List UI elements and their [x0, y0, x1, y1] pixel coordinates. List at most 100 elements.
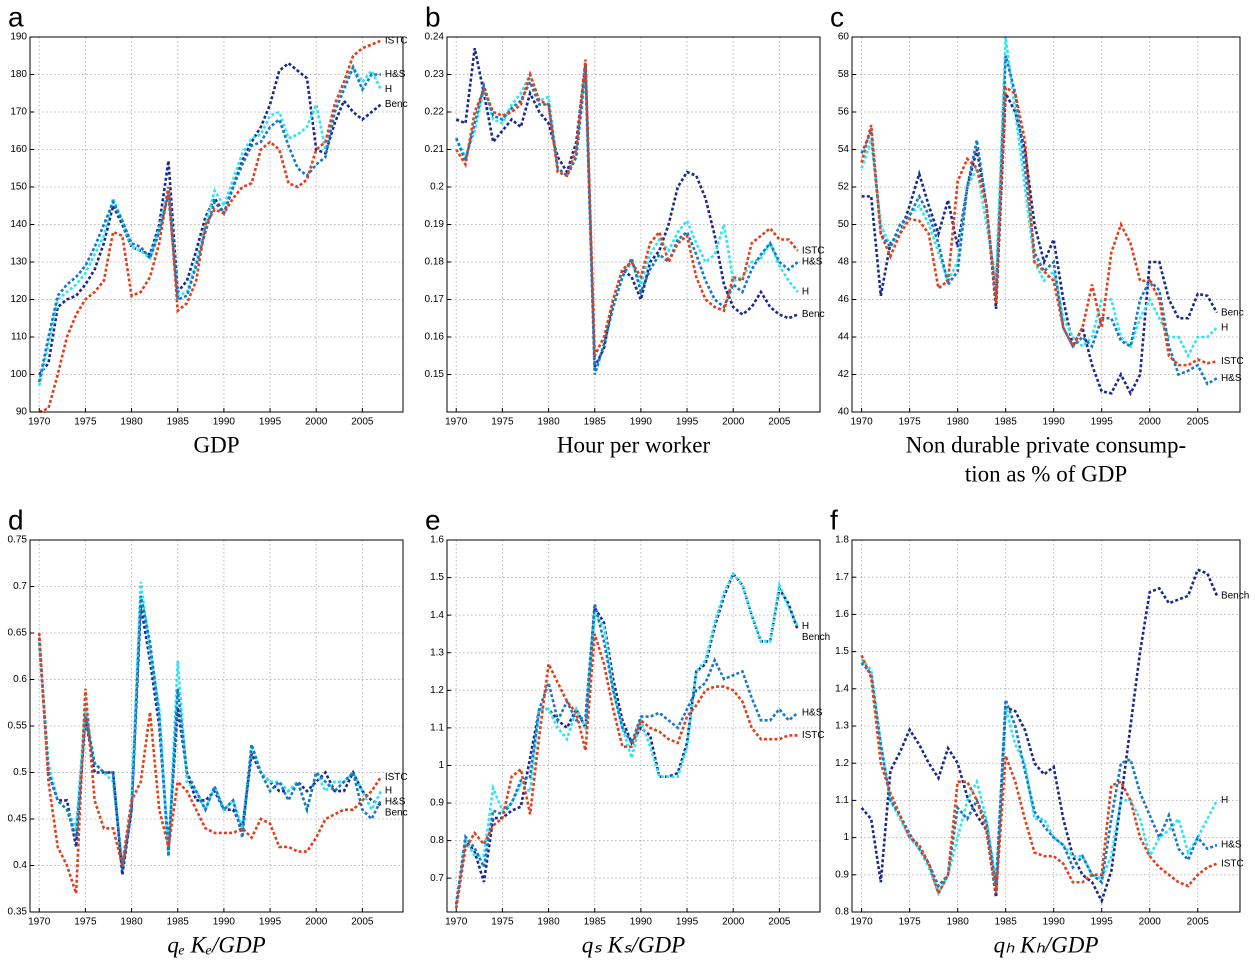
x-tick-label: 1980: [537, 917, 560, 928]
x-tick-label: 1985: [167, 917, 190, 928]
x-tick-label: 1975: [491, 417, 514, 428]
y-tick-label: 180: [10, 69, 27, 80]
series-label: H&S: [802, 707, 823, 718]
x-axis-label: qₑ Kₑ/GDP: [167, 932, 265, 957]
x-tick-label: 1985: [995, 917, 1018, 928]
x-tick-label: 1990: [213, 917, 236, 928]
y-tick-label: 0.8: [430, 835, 444, 846]
x-axis-label: Hour per worker: [557, 432, 711, 457]
x-tick-label: 1980: [947, 917, 970, 928]
axes-frame: [446, 36, 821, 413]
y-tick-label: 120: [10, 294, 27, 305]
series-label: H: [802, 287, 809, 298]
series-label: ISTC: [1221, 858, 1244, 869]
x-tick-label: 2000: [722, 417, 745, 428]
y-tick-label: 0.6: [13, 674, 27, 685]
series-label: H&S: [1221, 373, 1242, 384]
x-tick-label: 1980: [537, 417, 560, 428]
y-tick-label: 0.8: [835, 907, 849, 918]
series-line: [860, 654, 1218, 897]
x-tick-label: 1995: [676, 417, 699, 428]
series-line: [37, 632, 382, 894]
panel-letter: c: [830, 1, 844, 32]
y-tick-label: 54: [838, 144, 850, 155]
series-label: H&S: [802, 257, 823, 268]
series-line: [860, 36, 1218, 359]
series-label: ISTC: [1221, 356, 1244, 367]
series-line: [454, 603, 799, 905]
x-tick-label: 1990: [1043, 417, 1066, 428]
series-label: ISTC: [802, 245, 825, 256]
y-tick-label: 1.5: [430, 572, 444, 583]
x-tick-label: 1990: [630, 417, 653, 428]
y-tick-label: 150: [10, 182, 27, 193]
x-tick-label: 1985: [584, 417, 607, 428]
series-line: [37, 581, 383, 866]
x-tick-label: 1980: [120, 417, 143, 428]
series-label: H&S: [385, 797, 406, 808]
panel: 1970 1975 1980 1985 1990 1995 2000 2005 40 42 44 46…: [830, 1, 1244, 486]
x-tick-label: 1970: [850, 917, 873, 928]
x-tick-label: 1975: [898, 917, 921, 928]
panel-letter: b: [425, 1, 441, 32]
y-tick-label: 0.19: [425, 219, 445, 230]
x-tick-label: 2000: [1139, 417, 1162, 428]
series-line: [38, 61, 382, 376]
x-tick-label: 1990: [1043, 917, 1066, 928]
y-tick-label: 0.35: [8, 907, 28, 918]
y-tick-label: 44: [838, 332, 850, 343]
y-tick-label: 0.65: [8, 628, 28, 639]
y-tick-label: 0.17: [425, 294, 445, 305]
series-label: H: [385, 84, 392, 95]
x-tick-label: 2005: [768, 417, 791, 428]
y-tick-label: 0.4: [13, 860, 27, 871]
x-tick-label: 1980: [947, 417, 970, 428]
y-tick-label: 56: [838, 107, 850, 118]
panel-letter: f: [830, 504, 838, 535]
y-tick-label: 0.9: [430, 798, 444, 809]
y-tick-label: 0.7: [13, 581, 27, 592]
y-tick-label: 1.2: [430, 685, 444, 696]
x-tick-label: 2005: [351, 417, 374, 428]
x-axis-label: tion as % of GDP: [965, 461, 1127, 486]
y-tick-label: 90: [16, 407, 28, 418]
series-label: H&S: [385, 69, 406, 80]
x-tick-label: 2000: [722, 917, 745, 928]
x-tick-label: 1985: [167, 417, 190, 428]
series-label: Bench: [1221, 590, 1249, 601]
series-label: H: [802, 621, 809, 632]
y-tick-label: 0.45: [8, 814, 28, 825]
y-tick-label: 0.21: [425, 144, 445, 155]
y-tick-label: 0.23: [425, 69, 445, 80]
y-tick-label: 40: [838, 407, 850, 418]
y-tick-label: 1.8: [835, 535, 849, 546]
x-tick-label: 1970: [28, 417, 51, 428]
y-tick-label: 1.2: [835, 758, 849, 769]
y-tick-label: 190: [10, 32, 27, 43]
x-tick-label: 1975: [491, 917, 514, 928]
series-line: [860, 568, 1219, 905]
y-tick-label: 0.22: [425, 107, 445, 118]
series-line: [455, 47, 799, 368]
x-tick-label: 1985: [995, 417, 1018, 428]
x-tick-label: 1995: [1091, 917, 1114, 928]
series-label: ISTC: [385, 772, 408, 783]
plot-area: [852, 37, 1240, 412]
x-tick-label: 1980: [120, 917, 143, 928]
y-tick-label: 1.3: [835, 721, 849, 732]
x-tick-label: 1970: [850, 417, 873, 428]
y-tick-label: 0.2: [430, 182, 444, 193]
x-tick-label: 1995: [1091, 417, 1114, 428]
y-tick-label: 52: [838, 182, 850, 193]
y-tick-label: 170: [10, 107, 27, 118]
panel-letter: d: [8, 504, 24, 535]
panel: 1970 1975 1980 1985 1990 1995 2000 2005 90 100 110…: [8, 1, 408, 457]
plot-area: [447, 37, 820, 412]
series-label: Benc: [1221, 307, 1244, 318]
x-tick-label: 1975: [74, 417, 97, 428]
y-tick-label: 1.1: [835, 795, 849, 806]
series-label: H: [1221, 795, 1228, 806]
x-tick-label: 1970: [445, 417, 468, 428]
axes-frame: [29, 539, 404, 913]
series-line: [860, 55, 1218, 386]
